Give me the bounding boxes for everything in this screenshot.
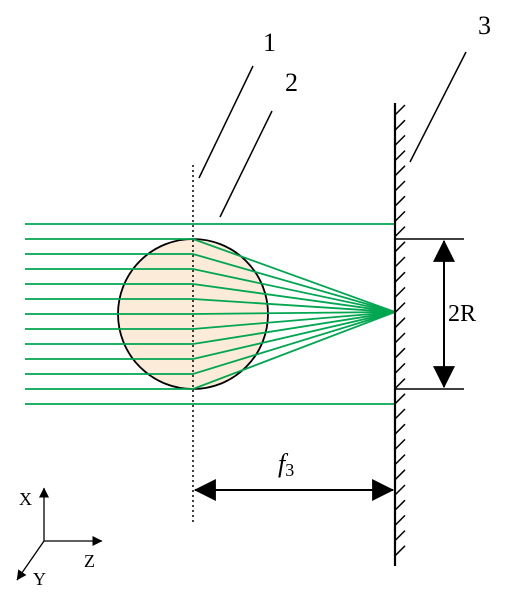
hatch-mark xyxy=(394,104,406,116)
focused-ray xyxy=(25,311,396,330)
hatch-mark xyxy=(394,302,406,314)
hatch-mark xyxy=(394,150,406,162)
x-axis-label: X xyxy=(19,489,32,509)
hatch-mark xyxy=(394,347,406,359)
hatch-mark xyxy=(394,241,406,253)
focal-length-subscript: 3 xyxy=(285,460,294,480)
y-axis-label: Y xyxy=(33,569,46,589)
focused-ray xyxy=(25,268,396,313)
hatch-mark xyxy=(394,286,406,298)
hatch-mark xyxy=(394,165,406,177)
focal-length-symbol: f xyxy=(278,449,289,478)
focused-ray xyxy=(25,311,396,315)
hatch-mark xyxy=(394,438,406,450)
focused-ray xyxy=(25,253,396,313)
hatch-mark xyxy=(394,134,406,146)
callout-2: 2 xyxy=(285,68,298,97)
hatch-mark xyxy=(394,469,406,481)
focused-ray xyxy=(25,311,396,360)
callout-leader-2 xyxy=(219,110,273,218)
light-rays xyxy=(25,223,396,405)
focused-ray xyxy=(25,298,396,313)
hatch-mark xyxy=(394,119,406,131)
hatch-mark xyxy=(394,393,406,405)
hatch-mark xyxy=(394,317,406,329)
z-axis-label: Z xyxy=(84,551,95,571)
hatch-mark xyxy=(394,423,406,435)
y-axis-arrow xyxy=(16,540,45,581)
hatch-mark xyxy=(394,332,406,344)
hatch-mark xyxy=(394,180,406,192)
hatch-mark xyxy=(394,226,406,238)
radius-label: 2R xyxy=(448,301,476,327)
hatch-mark xyxy=(394,545,406,557)
focused-ray xyxy=(25,311,396,390)
focused-ray xyxy=(25,311,396,375)
hatch-mark xyxy=(394,378,406,390)
hatch-mark xyxy=(394,499,406,511)
hatch-mark xyxy=(394,256,406,268)
hatch-mark xyxy=(394,484,406,496)
hatch-mark xyxy=(394,530,406,542)
focused-ray xyxy=(25,283,396,313)
callout-leader-3 xyxy=(409,51,467,163)
callout-3: 3 xyxy=(478,11,491,40)
hatch-mark xyxy=(394,210,406,222)
hatch-mark xyxy=(394,408,406,420)
hatch-mark xyxy=(394,271,406,283)
callout-1: 1 xyxy=(263,28,276,57)
focused-ray xyxy=(25,238,396,313)
hatch-mark xyxy=(394,454,406,466)
mirror-hatching xyxy=(394,104,406,557)
hatch-mark xyxy=(394,362,406,374)
callout-leader-1 xyxy=(198,65,254,179)
hatch-mark xyxy=(394,514,406,526)
focal-length-label: f3 xyxy=(278,449,294,480)
hatch-mark xyxy=(394,195,406,207)
focused-ray xyxy=(25,311,396,345)
